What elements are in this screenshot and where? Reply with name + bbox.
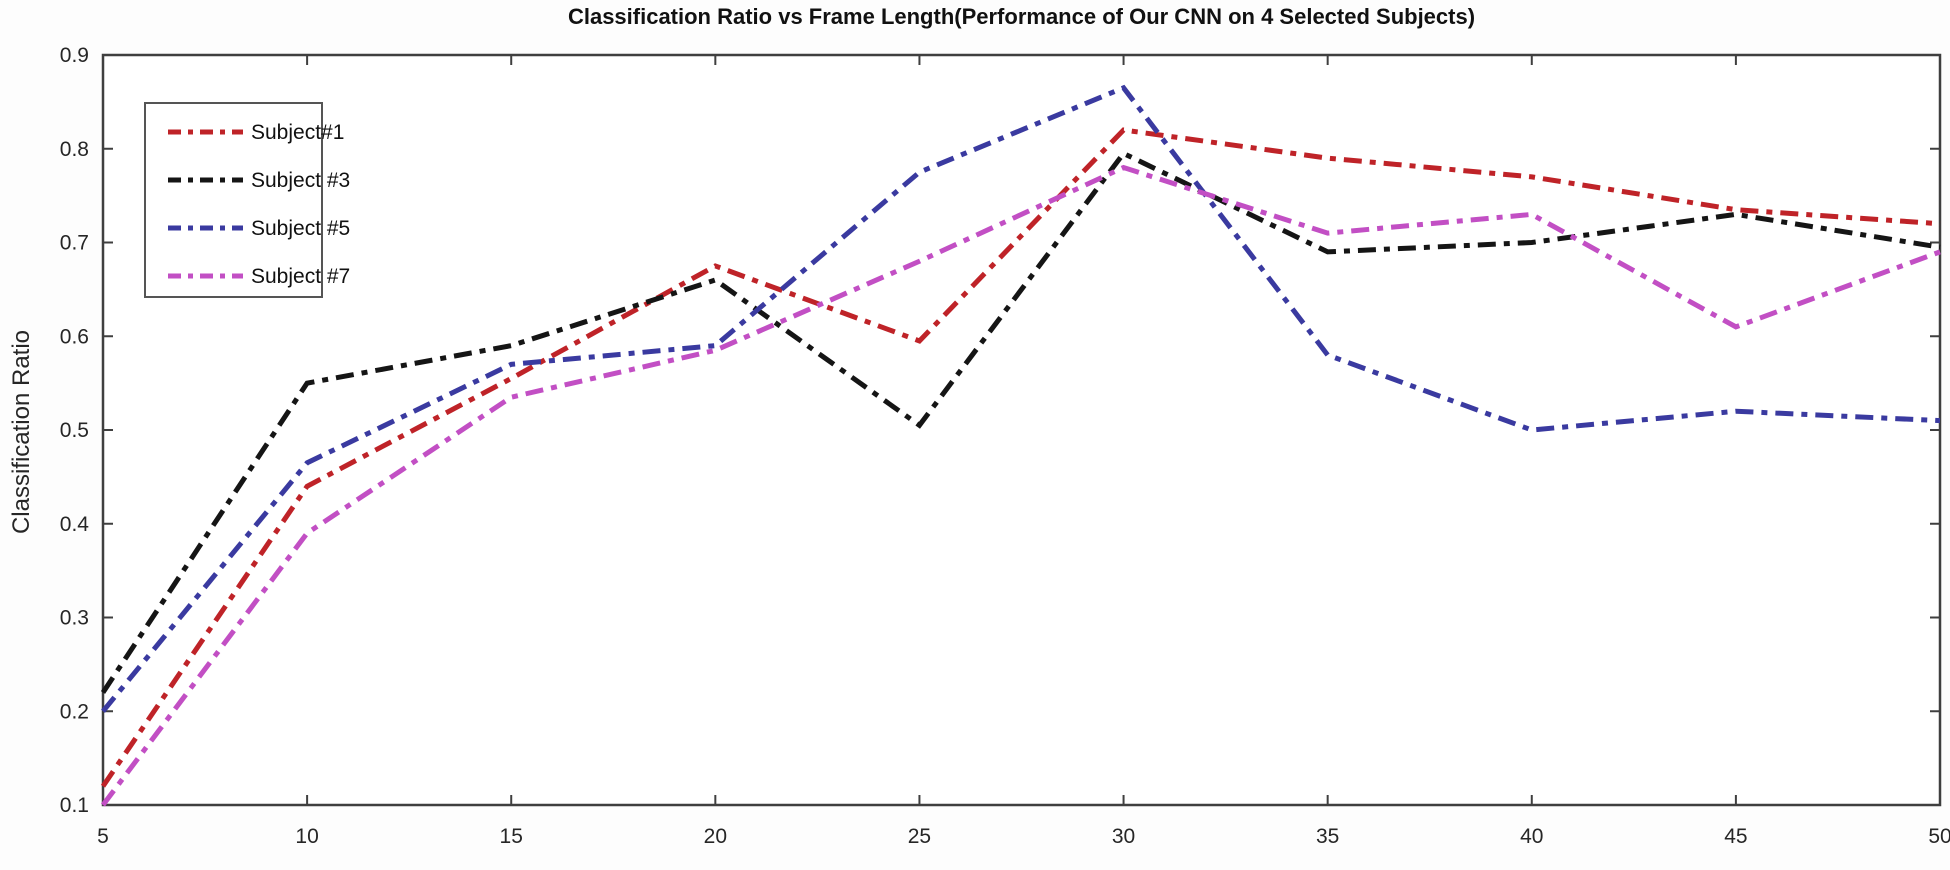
- x-tick-label: 30: [1112, 825, 1135, 848]
- plot-background: [103, 55, 1940, 805]
- y-tick-label: 0.9: [60, 44, 89, 67]
- chart-title: Classification Ratio vs Frame Length(Per…: [567, 4, 1476, 29]
- series-line-subject-1: [100, 127, 1941, 788]
- x-tick-label: 15: [500, 825, 523, 848]
- y-tick-label: 0.7: [60, 232, 89, 255]
- y-tick-label: 0.4: [60, 513, 90, 536]
- legend-label-4: Subject #7: [251, 265, 350, 288]
- legend-label-1: Subject#1: [251, 121, 344, 144]
- series-line-subject-3: [100, 150, 1941, 694]
- y-tick-label: 0.1: [60, 794, 89, 817]
- x-tick-label: 20: [704, 825, 727, 848]
- x-tick-label: 40: [1520, 825, 1543, 848]
- x-tick-label: 35: [1316, 825, 1339, 848]
- legend-label-2: Subject #3: [251, 169, 350, 192]
- legend: [144, 102, 323, 298]
- y-tick-label: 0.5: [60, 419, 89, 442]
- x-tick-label: 10: [295, 825, 318, 848]
- y-tick-label: 0.6: [60, 325, 89, 348]
- y-tick-label: 0.8: [60, 138, 89, 161]
- y-tick-label: 0.3: [60, 607, 89, 630]
- legend-label-3: Subject #5: [251, 217, 350, 240]
- x-tick-label: 25: [908, 825, 931, 848]
- y-axis-label: Classification Ratio: [8, 329, 35, 535]
- x-tick-label: 45: [1724, 825, 1747, 848]
- x-tick-label: 5: [97, 825, 109, 848]
- series-line-subject-7: [101, 164, 1941, 807]
- x-tick-label: 50: [1928, 825, 1950, 848]
- y-tick-label: 0.2: [60, 700, 89, 723]
- series-line-subject-5: [101, 84, 1941, 713]
